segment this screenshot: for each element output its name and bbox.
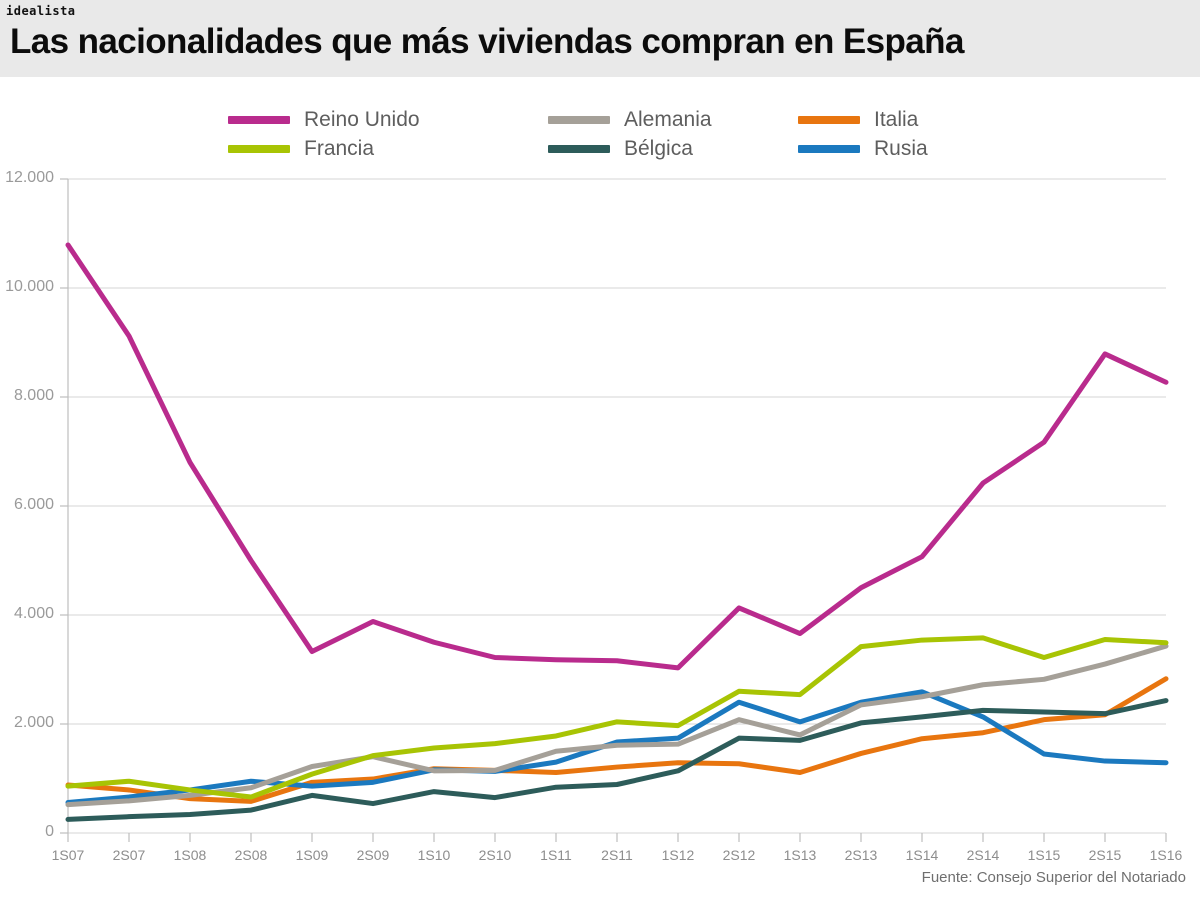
y-axis-tick-label: 4.000 — [13, 605, 54, 622]
legend-item-francia[interactable]: Francia — [228, 137, 374, 161]
x-axis-tick-label: 1S12 — [661, 847, 695, 863]
x-axis-tick-label: 1S14 — [905, 847, 939, 863]
x-axis-tick-label: 1S16 — [1149, 847, 1183, 863]
series-line-reino-unido — [65, 242, 1169, 671]
x-axis-tick-label: 2S13 — [844, 847, 878, 863]
x-axis-tick-label: 1S09 — [295, 847, 329, 863]
x-axis-tick-label: 1S07 — [51, 847, 85, 863]
page-title: Las nacionalidades que más viviendas com… — [10, 22, 964, 61]
y-axis-tick-label: 8.000 — [13, 387, 54, 404]
legend-item-reino-unido[interactable]: Reino Unido — [228, 108, 420, 132]
header-band — [0, 0, 1200, 77]
legend-label: Rusia — [874, 137, 928, 160]
x-axis-tick-label: 2S15 — [1088, 847, 1122, 863]
legend-label: Alemania — [624, 108, 712, 131]
legend-item-b-lgica[interactable]: Bélgica — [548, 137, 693, 161]
legend-item-rusia[interactable]: Rusia — [798, 137, 928, 161]
x-axis-tick-label: 1S13 — [783, 847, 817, 863]
x-axis-tick-label: 2S07 — [112, 847, 146, 863]
legend-item-alemania[interactable]: Alemania — [548, 108, 712, 132]
series-line-francia — [65, 635, 1169, 800]
x-axis-tick-label: 2S11 — [601, 847, 633, 863]
legend-item-italia[interactable]: Italia — [798, 108, 918, 132]
legend-swatch-icon — [798, 145, 860, 153]
x-axis-tick-label: 1S15 — [1027, 847, 1061, 863]
y-axis-tick-label: 10.000 — [5, 278, 54, 295]
legend-swatch-icon — [548, 145, 610, 153]
x-axis-tick-label: 2S14 — [966, 847, 1000, 863]
chart-canvas — [0, 77, 1200, 898]
y-axis-tick-label: 2.000 — [13, 714, 54, 731]
series-line-alemania — [65, 643, 1169, 808]
series-line-italia — [65, 676, 1169, 804]
legend-swatch-icon — [228, 145, 290, 153]
x-axis-tick-label: 2S12 — [722, 847, 756, 863]
y-axis-tick-label: 6.000 — [13, 496, 54, 513]
legend-label: Bélgica — [624, 137, 693, 160]
brand-logo: idealista — [6, 4, 76, 18]
legend-swatch-icon — [548, 116, 610, 124]
legend-label: Italia — [874, 108, 919, 131]
x-axis-tick-label: 1S10 — [417, 847, 451, 863]
series-line-b-lgica — [65, 698, 1169, 822]
series-line-rusia — [65, 689, 1169, 805]
chart-legend: Reino Unido Alemania Italia Francia Bélgica R… — [0, 100, 1200, 162]
chart-source-note: Fuente: Consejo Superior del Notariado — [921, 869, 1186, 886]
x-axis-tick-label: 1S11 — [540, 847, 572, 863]
x-axis-tick-label: 2S10 — [478, 847, 512, 863]
legend-label: Reino Unido — [304, 108, 420, 131]
x-axis-tick-label: 1S08 — [173, 847, 207, 863]
legend-label: Francia — [304, 137, 375, 160]
legend-swatch-icon — [228, 116, 290, 124]
x-axis-tick-label: 2S08 — [234, 847, 268, 863]
x-axis-tick-label: 2S09 — [356, 847, 390, 863]
y-axis-tick-label: 0 — [45, 823, 54, 840]
legend-swatch-icon — [798, 116, 860, 124]
y-axis-tick-label: 12.000 — [5, 169, 54, 186]
